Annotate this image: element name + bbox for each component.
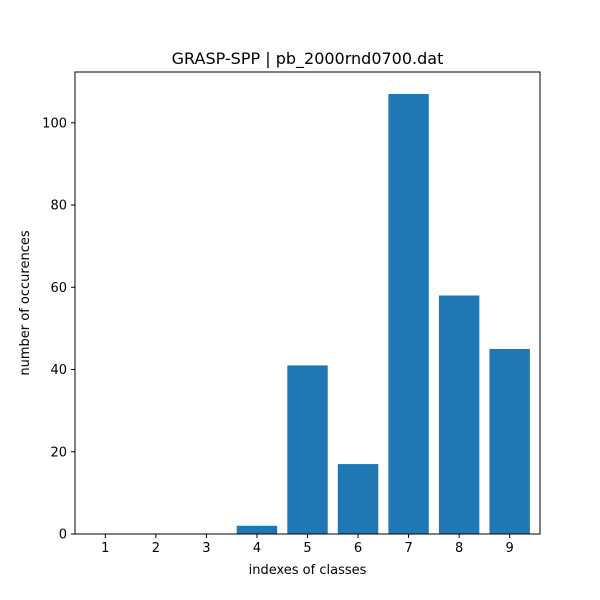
y-tick-label: 40 <box>50 363 67 378</box>
bar-6 <box>337 464 379 534</box>
x-tick-label: 9 <box>506 541 514 556</box>
chart-title: GRASP-SPP | pb_2000rnd0700.dat <box>172 49 444 69</box>
y-tick-label: 80 <box>50 199 67 214</box>
bar-8 <box>438 295 480 534</box>
y-axis-label: number of occurences <box>18 230 33 375</box>
y-axis-ticks: 0 20 40 60 80 100 <box>42 116 75 543</box>
y-tick-label: 100 <box>42 116 67 131</box>
x-tick-label: 4 <box>253 541 261 556</box>
x-tick-label: 3 <box>202 541 210 556</box>
x-tick-label: 8 <box>455 541 463 556</box>
y-tick-label: 60 <box>50 281 67 296</box>
bar-9 <box>489 348 530 534</box>
bar-4 <box>236 525 278 534</box>
bar-7 <box>388 94 429 534</box>
y-tick-label: 0 <box>59 528 67 543</box>
x-tick-label: 6 <box>354 541 362 556</box>
x-tick-label: 2 <box>152 541 160 556</box>
y-tick-label: 20 <box>50 445 67 460</box>
x-tick-label: 5 <box>303 541 311 556</box>
bar-5 <box>287 365 328 534</box>
x-axis-label: indexes of classes <box>249 563 367 578</box>
x-axis-ticks: 1 2 3 4 5 6 7 8 9 <box>101 534 514 556</box>
x-tick-label: 1 <box>101 541 109 556</box>
bars-group <box>236 94 530 534</box>
x-tick-label: 7 <box>404 541 412 556</box>
